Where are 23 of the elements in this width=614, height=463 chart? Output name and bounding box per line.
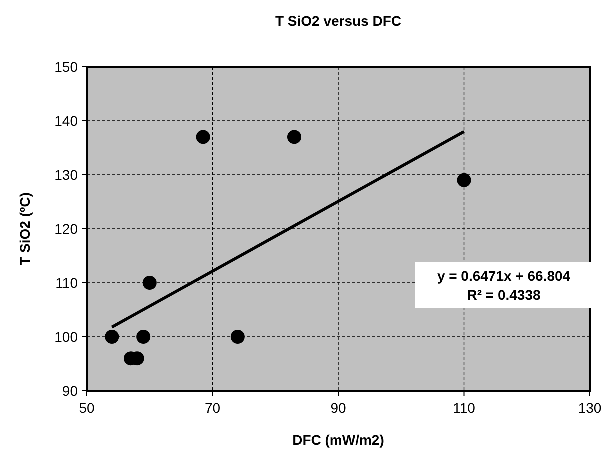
x-tick-label: 110 <box>453 400 476 416</box>
y-tick-label: 140 <box>54 113 78 129</box>
point <box>457 173 472 188</box>
point <box>287 130 302 144</box>
y-axis-title: T SiO2 (ºC) <box>17 192 33 266</box>
point <box>142 276 157 290</box>
x-axis-title: DFC (mW/m2) <box>292 432 384 448</box>
y-tick-label: 110 <box>56 275 78 291</box>
point <box>136 330 151 344</box>
annotation: y = 0.6471x + 66.804 R² = 0.4338 <box>437 268 571 303</box>
point <box>196 130 210 144</box>
x-tick-label: 90 <box>330 400 346 416</box>
y-tick-label: 120 <box>54 221 78 237</box>
x-tick-label: 130 <box>578 400 602 416</box>
y-tick-label: 130 <box>54 167 78 183</box>
x-tick-label: 70 <box>204 400 221 416</box>
chart-title: T SiO2 versus DFC <box>275 13 402 29</box>
y-tick-label: 90 <box>62 383 78 399</box>
point <box>230 330 245 344</box>
y-tick-label: 150 <box>54 59 78 75</box>
y-tick-label: 100 <box>54 329 78 345</box>
x-tick-label: 50 <box>79 400 95 416</box>
point <box>105 330 120 344</box>
